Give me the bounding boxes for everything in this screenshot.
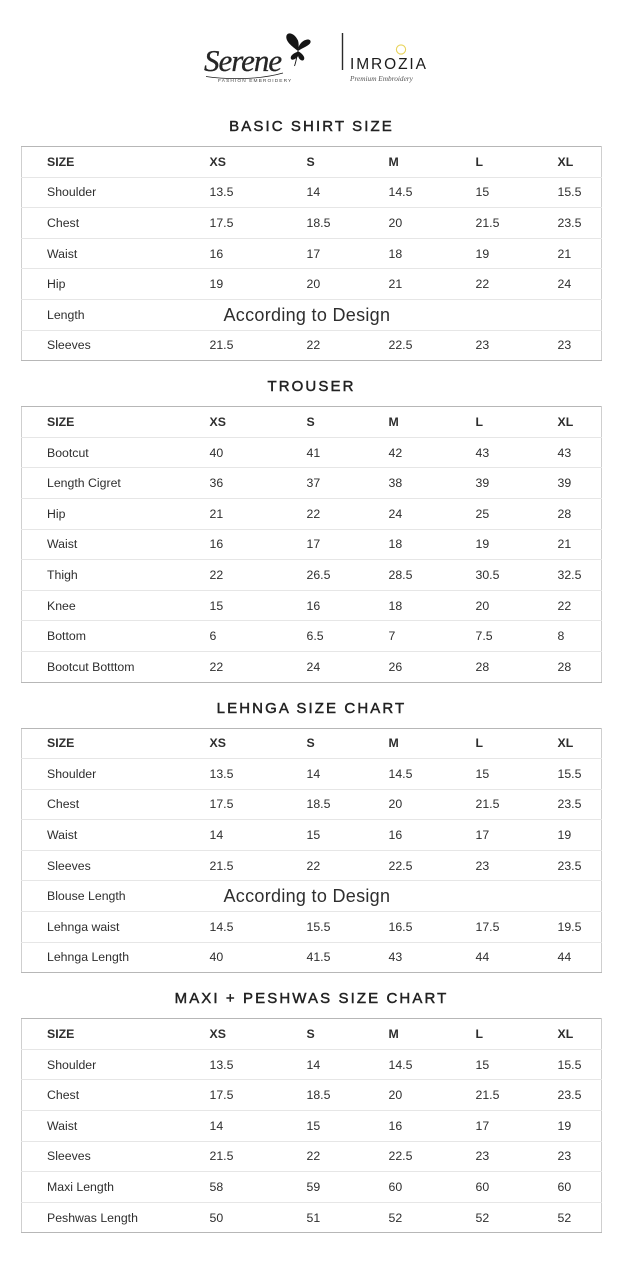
svg-text:IMROZIA: IMROZIA	[350, 56, 428, 73]
svg-text:Serene: Serene	[204, 43, 282, 78]
svg-text:FASHION EMBROIDERY: FASHION EMBROIDERY	[218, 78, 292, 84]
svg-text:Premium Embroidery: Premium Embroidery	[349, 74, 414, 83]
